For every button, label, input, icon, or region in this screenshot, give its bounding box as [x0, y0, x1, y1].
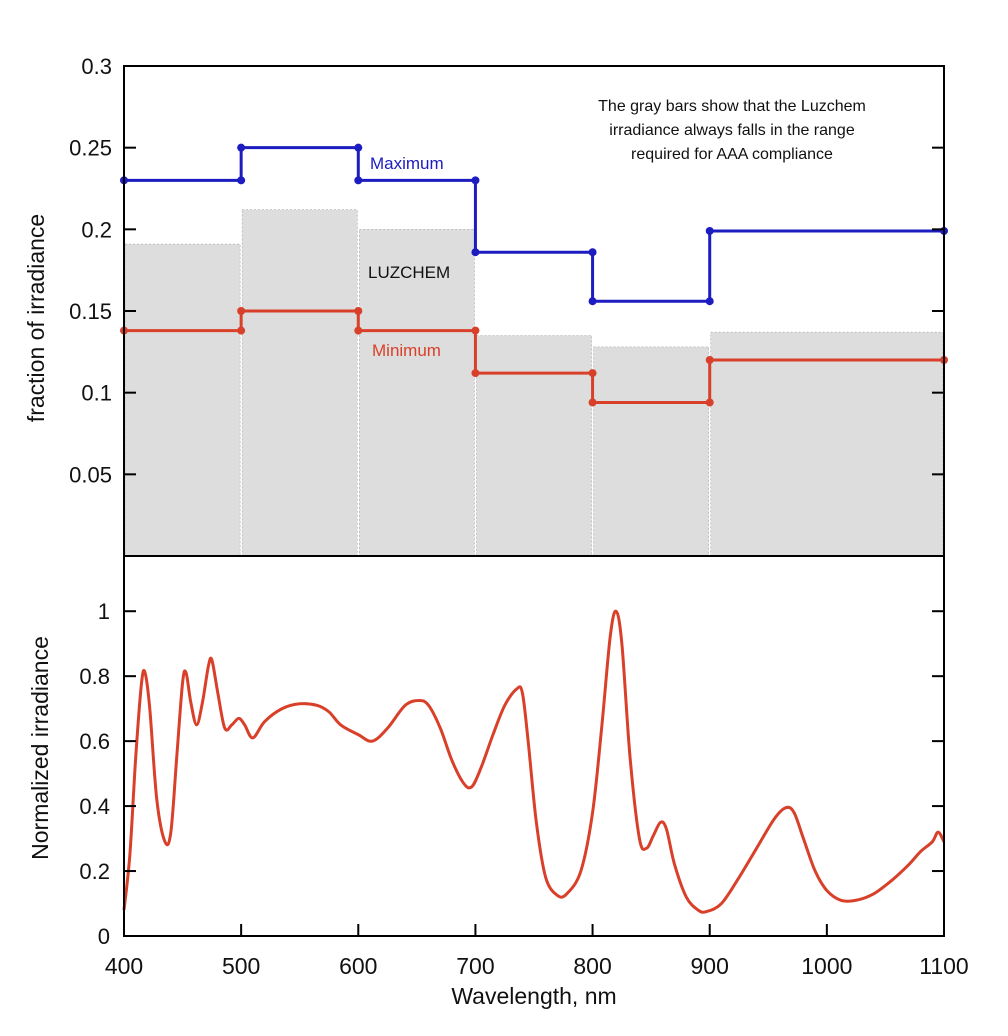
y-tick-label: 0.4 [79, 794, 110, 819]
bar [358, 229, 475, 557]
step-point [705, 356, 714, 364]
step-point [588, 398, 597, 407]
step-point [354, 143, 363, 152]
y-tick-label: 0.3 [81, 54, 112, 79]
bar [476, 335, 592, 557]
annotation-line-3: required for AAA compliance [631, 146, 833, 163]
bar-label: LUZCHEM [368, 263, 450, 282]
annotation-line-1: The gray bars show that the Luzchem [598, 98, 866, 115]
y-tick-label: 0.2 [81, 217, 112, 242]
step-point [237, 176, 246, 185]
step-point [237, 307, 246, 315]
bar [593, 346, 710, 557]
y-tick-label: 0.6 [79, 729, 110, 754]
step-point [354, 176, 363, 185]
y-tick-label: 0.8 [79, 664, 110, 689]
step-point [588, 369, 597, 378]
axes: 0.3 0.25 0.2 0.15 0.1 0.05 0 0.2 0.4 0.6 0.8 1 400 50… [69, 54, 969, 979]
top-bars [124, 209, 944, 557]
x-tick-label: 500 [222, 953, 260, 979]
x-tick-label: 700 [456, 953, 494, 979]
y-tick-label: 0.25 [69, 136, 112, 161]
bar [124, 243, 241, 557]
step-point [588, 297, 597, 306]
step-point [237, 143, 246, 152]
y-tick-label: 0.2 [79, 859, 110, 884]
step-point [705, 297, 714, 306]
y-tick-label: 0 [98, 924, 110, 949]
maximum-label: Maximum [370, 154, 444, 173]
step-point [471, 176, 480, 185]
step-point [237, 326, 246, 335]
step-point [354, 326, 363, 335]
step-point [705, 398, 714, 407]
top-series [120, 143, 948, 407]
bottom-series [122, 609, 946, 914]
bar [241, 209, 358, 557]
y-tick-label: 0.1 [81, 381, 112, 406]
top-y-axis-label: fraction of irradiance [23, 214, 49, 422]
step-point [471, 248, 480, 257]
bottom-y-axis-label: Normalized irradiance [27, 636, 53, 860]
step-point [705, 226, 714, 235]
y-tick-label: 1 [98, 599, 110, 624]
bar [710, 331, 944, 557]
step-point [588, 248, 597, 257]
annotation-line-2: irradiance always falls in the range [609, 122, 855, 139]
step-point [471, 326, 480, 335]
x-tick-label: 1000 [801, 953, 852, 979]
minimum-label: Minimum [372, 341, 441, 360]
y-tick-label: 0.15 [69, 299, 112, 324]
irradiance-line [122, 609, 946, 914]
step-line-maximum [124, 146, 944, 303]
x-axis-label: Wavelength, nm [451, 983, 616, 1009]
step-point [354, 307, 363, 315]
x-tick-label: 600 [339, 953, 377, 979]
step-point [471, 369, 480, 378]
x-tick-label: 400 [105, 953, 143, 979]
x-tick-label: 1100 [919, 953, 968, 979]
bottom-plot-frame [123, 555, 945, 937]
x-tick-label: 900 [691, 953, 729, 979]
x-tick-label: 800 [573, 953, 611, 979]
y-tick-label: 0.05 [69, 462, 112, 487]
